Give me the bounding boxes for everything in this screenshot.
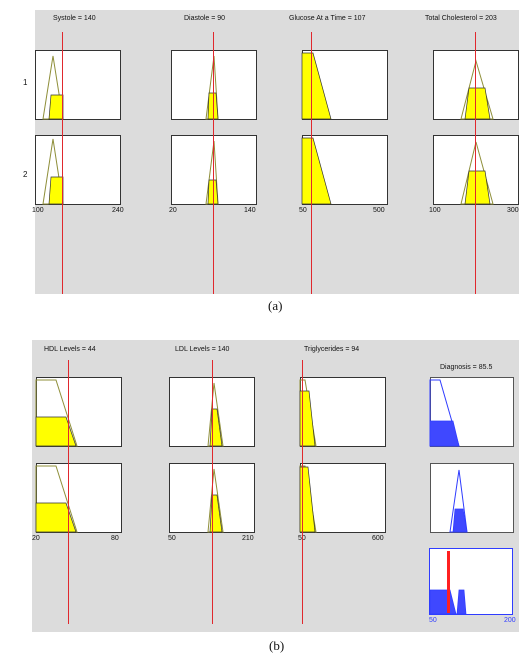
hdl-min-tick: 20 [32,535,40,542]
triglycerides-max-tick: 600 [372,535,384,542]
systole-rule-2-plot [35,135,121,205]
hdl-max-tick: 80 [111,535,119,542]
diastole-max-tick: 140 [244,207,256,214]
diastole-title: Diastole = 90 [184,15,226,22]
hdl-rule-2-plot [35,463,122,533]
systole-min-tick: 100 [32,207,44,214]
glucose-title: Glucose At a Time = 107 [289,15,366,22]
glucose-rule-1-plot [301,50,388,120]
ldl-input-indicator[interactable] [212,360,213,624]
diagnosis-title: Diagnosis = 85.5 [440,364,493,371]
cholesterol-min-tick: 100 [429,207,441,214]
triglycerides-input-indicator[interactable] [302,360,303,624]
systole-max-tick: 240 [112,207,124,214]
triglycerides-title: Triglycerides = 94 [304,346,360,353]
caption-a: (a) [268,298,283,313]
cholesterol-rule-1-plot [433,50,519,120]
rule-viewer-panel-a: Systole = 140 Diastole = 90 Glucose At a… [23,10,519,294]
diastole-rule-2-plot [171,135,257,205]
rule-viewer-panel-b: HDL Levels = 44 LDL Levels = 140 Triglyc… [32,340,519,632]
diagnosis-min-tick: 50 [429,617,437,624]
cholesterol-title: Total Cholesterol = 203 [425,15,497,22]
ldl-title: LDL Levels = 140 [175,346,230,353]
diagnosis-rule-2-plot [430,463,514,533]
diagnosis-aggregate-plot [429,548,513,615]
rule-2-label: 2 [23,170,28,179]
diagnosis-max-tick: 200 [504,617,516,624]
triglycerides-rule-1-plot [299,377,386,447]
hdl-title: HDL Levels = 44 [44,346,96,353]
hdl-rule-1-plot [35,377,122,447]
caption-b: (b) [269,638,285,653]
glucose-rule-2-plot [301,135,388,205]
triglycerides-min-tick: 50 [298,535,306,542]
cholesterol-input-indicator[interactable] [475,32,476,294]
diagnosis-rule-1-plot [429,377,514,447]
ldl-max-tick: 210 [242,535,254,542]
diastole-rule-1-plot [171,50,257,120]
glucose-max-tick: 500 [373,207,385,214]
glucose-min-tick: 50 [299,207,307,214]
hdl-input-indicator[interactable] [68,360,69,624]
diastole-input-indicator[interactable] [213,32,214,294]
cholesterol-max-tick: 300 [507,207,519,214]
systole-title: Systole = 140 [53,15,96,22]
ldl-min-tick: 50 [168,535,176,542]
systole-input-indicator[interactable] [62,32,63,294]
diagnosis-output-indicator[interactable] [447,551,450,613]
diastole-min-tick: 20 [169,207,177,214]
cholesterol-rule-2-plot [433,135,519,205]
glucose-input-indicator[interactable] [311,32,312,294]
systole-rule-1-plot [35,50,121,120]
triglycerides-rule-2-plot [299,463,386,533]
rule-1-label: 1 [23,78,28,87]
